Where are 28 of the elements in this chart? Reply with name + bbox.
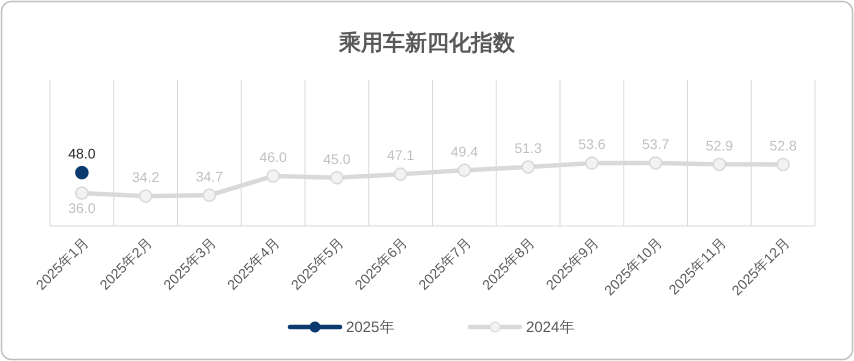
legend-label: 2024年	[526, 319, 574, 336]
data-label: 48.0	[68, 146, 96, 162]
point	[394, 167, 408, 181]
data-label: 45.0	[323, 150, 351, 167]
data-label: 36.0	[68, 200, 96, 216]
data-label: 53.6	[578, 136, 606, 152]
data-label: 47.1	[387, 147, 414, 164]
point	[712, 158, 726, 172]
data-label: 49.4	[450, 143, 478, 160]
point	[648, 156, 662, 170]
data-label: 51.3	[514, 140, 542, 156]
data-label: 52.8	[770, 137, 797, 154]
data-label: 52.9	[706, 137, 734, 154]
data-label: 34.2	[132, 169, 160, 186]
data-label: 46.0	[260, 149, 287, 166]
point	[202, 188, 216, 202]
point	[138, 189, 152, 203]
point	[75, 186, 89, 200]
data-label: 53.7	[642, 136, 670, 152]
point	[330, 171, 344, 185]
data-label: 34.7	[196, 168, 224, 184]
point	[776, 158, 790, 172]
point	[585, 156, 599, 170]
point	[266, 169, 280, 183]
legend-label: 2025年	[346, 319, 394, 336]
point	[521, 160, 535, 174]
chart-title: 乘用车新四化指数	[338, 30, 516, 55]
point	[458, 164, 472, 178]
